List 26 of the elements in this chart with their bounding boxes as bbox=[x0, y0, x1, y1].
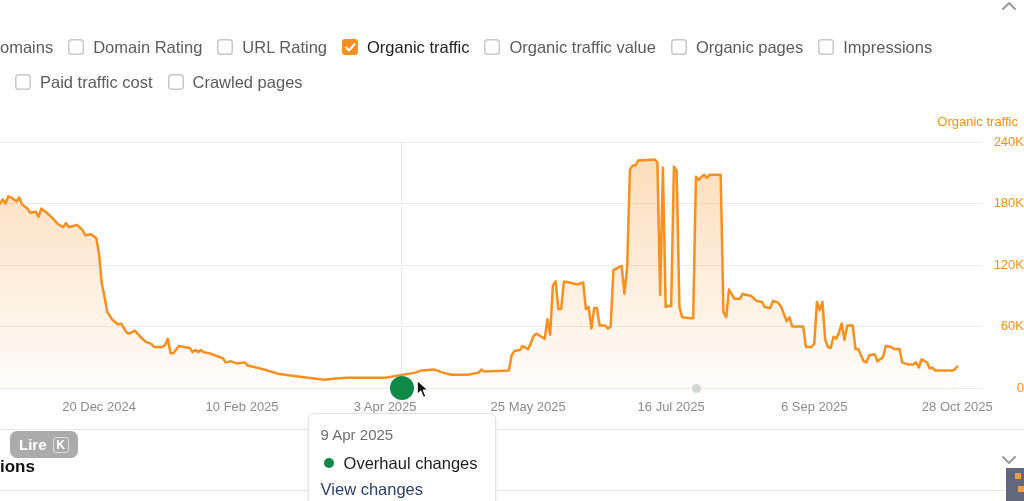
text: ions bbox=[0, 457, 35, 476]
text: Crawled pages bbox=[192, 72, 303, 92]
text: omains bbox=[0, 37, 54, 57]
text: URL Rating bbox=[242, 37, 328, 57]
x-tick-label: 16 Jul 2025 bbox=[637, 399, 705, 415]
x-tick-label: 3 Apr 2025 bbox=[353, 399, 417, 415]
y-tick-label: 120K bbox=[993, 256, 1024, 272]
text: Impressions bbox=[843, 37, 933, 57]
x-tick-label: 6 Sep 2025 bbox=[780, 399, 848, 415]
x-tick-label: 25 May 2025 bbox=[490, 399, 566, 415]
text: K bbox=[56, 437, 65, 452]
legend-label: Organic traffic bbox=[367, 37, 470, 57]
text: Organic pages bbox=[695, 37, 804, 57]
y-axis-title: Organic traffic bbox=[937, 113, 1019, 129]
y-tick-label: 0 bbox=[1016, 379, 1024, 395]
y-tick-label: 180K bbox=[993, 195, 1024, 211]
y-tick-label: 60K bbox=[1000, 318, 1024, 334]
x-tick-label: 28 Oct 2025 bbox=[921, 399, 993, 415]
y-tick-label: 240K bbox=[993, 133, 1024, 149]
text: Lire bbox=[19, 436, 47, 453]
text: Organic traffic value bbox=[509, 37, 656, 57]
x-tick-label: 20 Dec 2024 bbox=[62, 399, 136, 415]
tooltip: 9 Apr 2025 Overhaul changes View changes bbox=[307, 413, 496, 501]
x-tick-label: 10 Feb 2025 bbox=[205, 399, 279, 415]
text: Domain Rating bbox=[93, 37, 203, 57]
text: Paid traffic cost bbox=[40, 72, 153, 92]
